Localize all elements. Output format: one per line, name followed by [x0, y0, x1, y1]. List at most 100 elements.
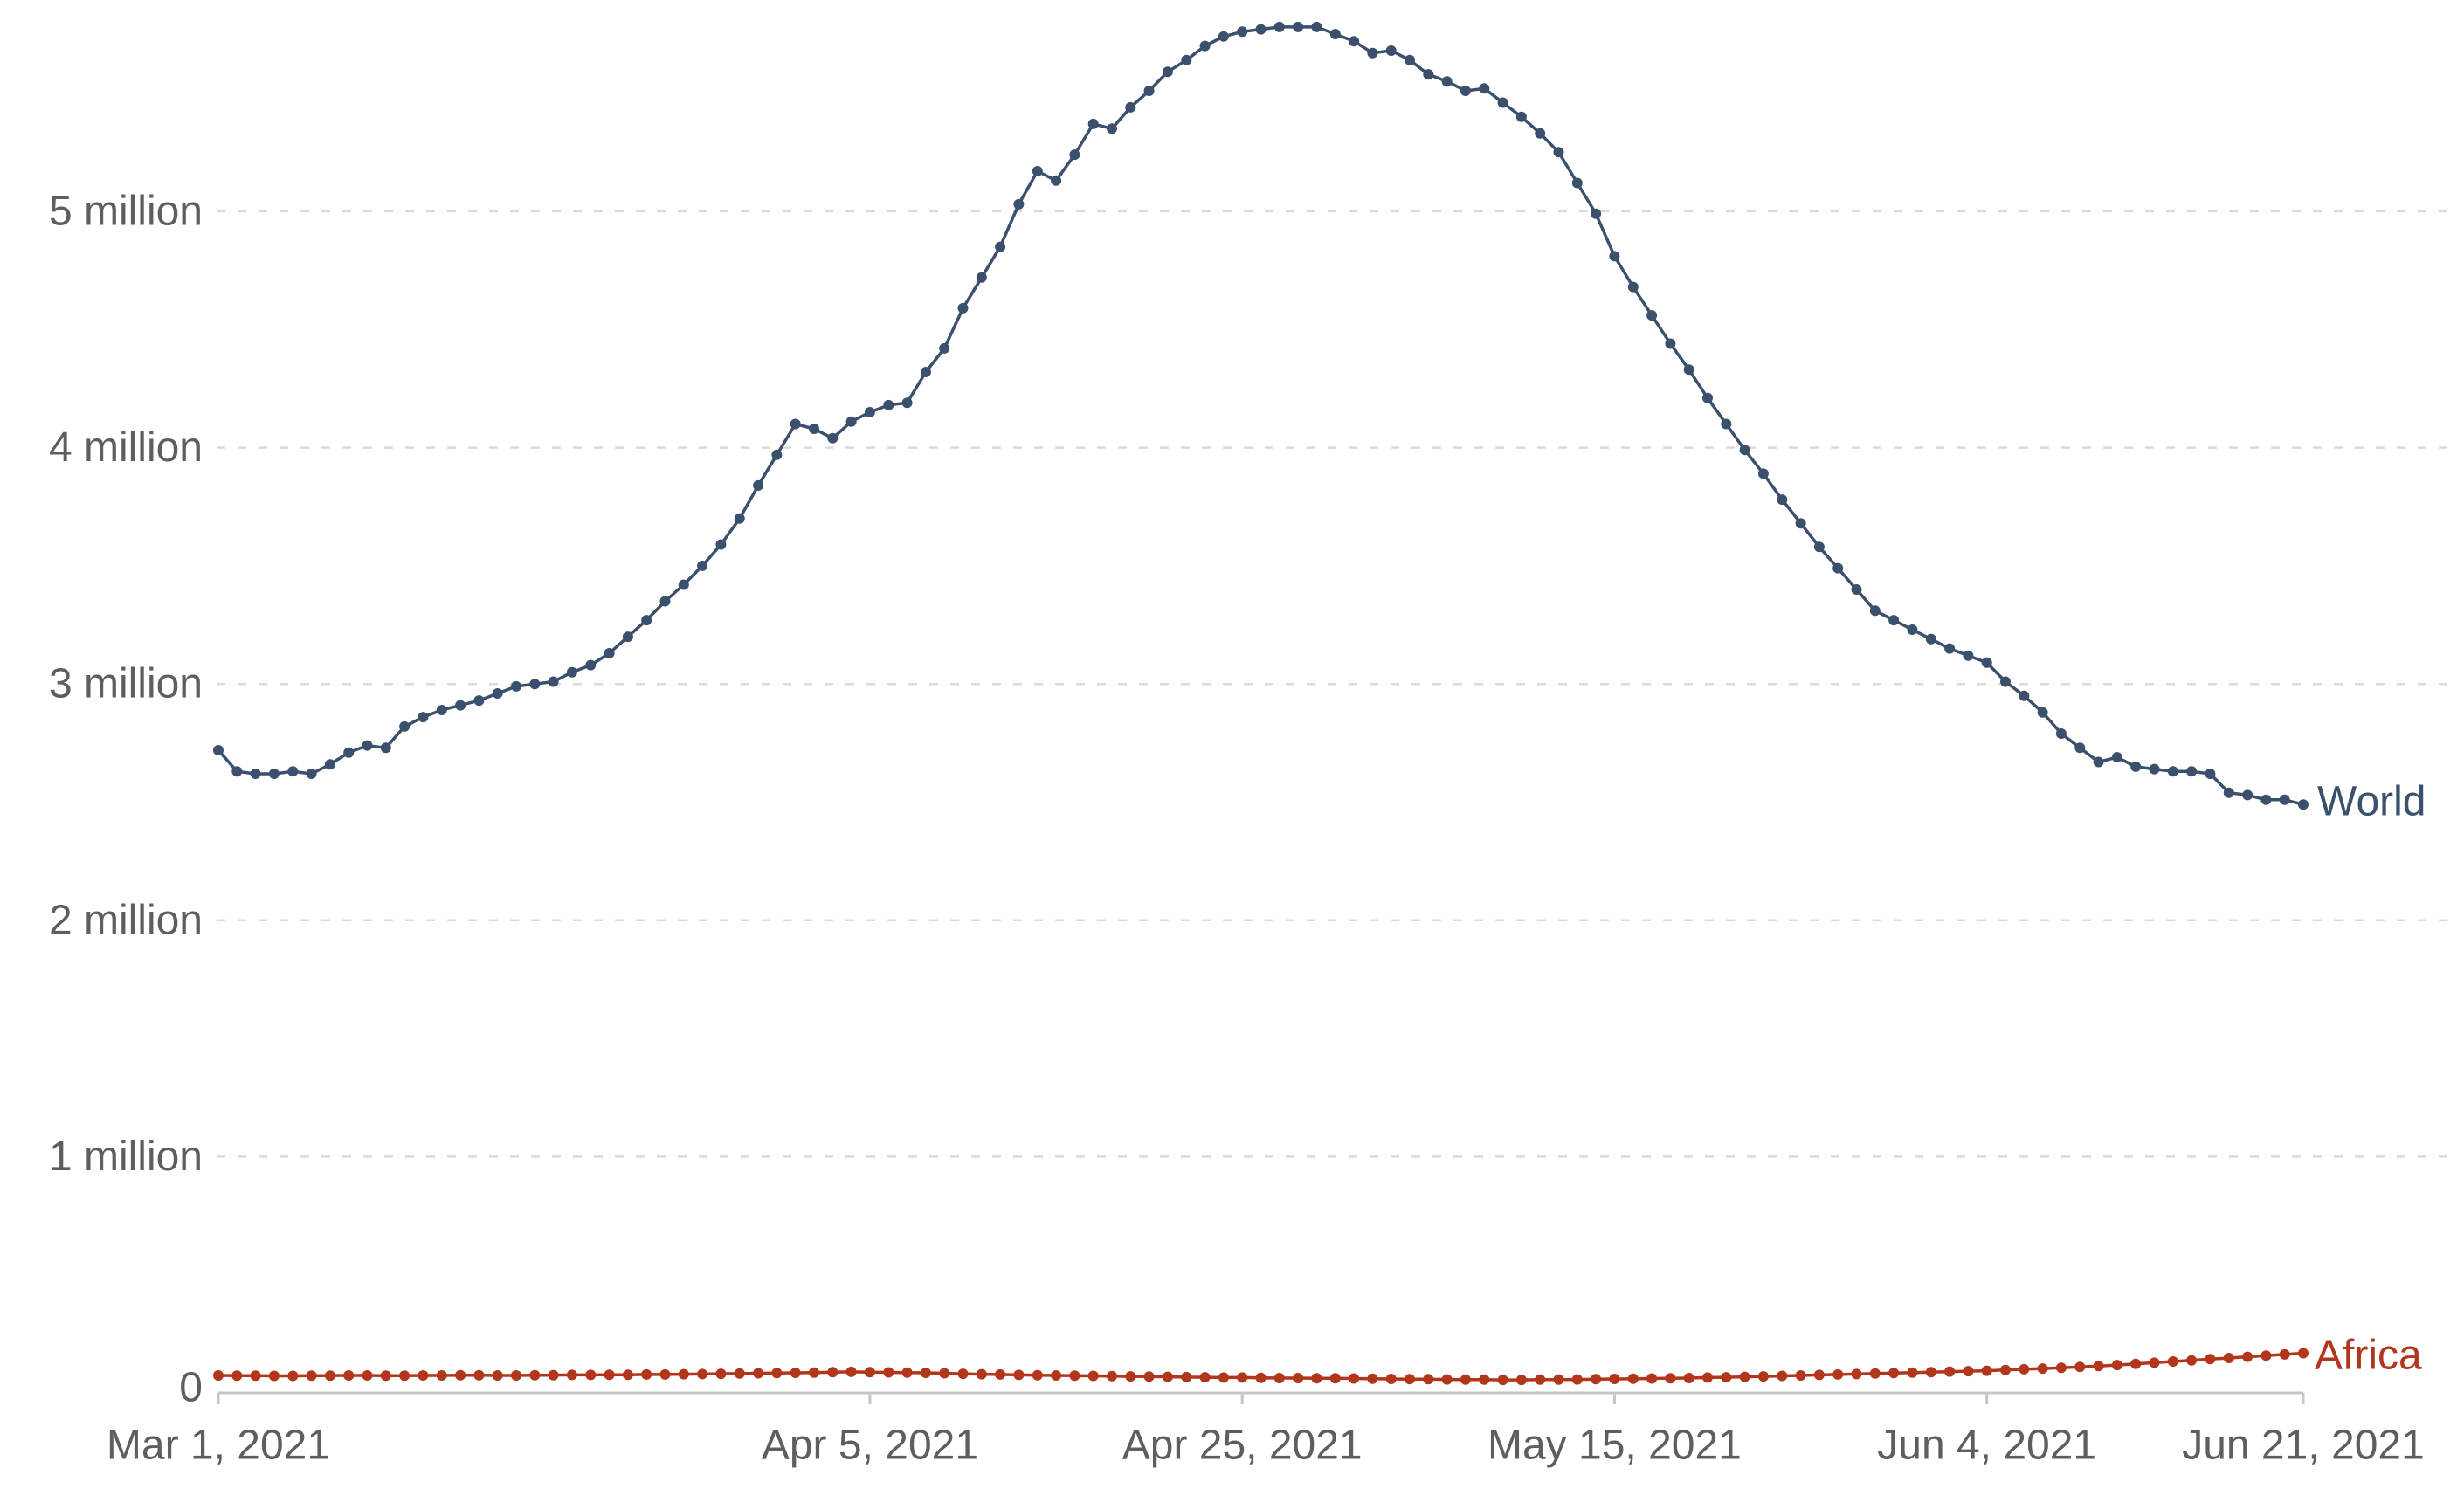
world-data-point [1515, 111, 1527, 122]
africa-data-point [995, 1368, 1006, 1380]
africa-data-point [1051, 1370, 1062, 1381]
africa-data-point [1888, 1368, 1900, 1379]
world-data-point [604, 648, 615, 658]
world-data-point [1162, 66, 1173, 78]
world-data-point [715, 539, 727, 550]
world-data-point [1851, 584, 1862, 595]
world-data-point [1087, 118, 1099, 129]
africa-data-point [287, 1370, 299, 1382]
world-data-point [287, 766, 299, 777]
africa-data-point [436, 1370, 447, 1381]
africa-data-point [2260, 1350, 2272, 1361]
world-data-point [1925, 633, 1936, 645]
world-data-point [1237, 26, 1248, 38]
africa-data-point [678, 1368, 689, 1380]
world-data-point [2019, 690, 2030, 701]
africa-data-point [343, 1370, 355, 1381]
africa-data-point [529, 1369, 541, 1381]
africa-data-point [399, 1370, 411, 1382]
africa-series-label: Africa [2315, 1333, 2422, 1379]
africa-data-point [659, 1368, 671, 1380]
world-data-point [2074, 742, 2086, 754]
world-data-point [1441, 76, 1453, 87]
africa-data-point [1255, 1372, 1267, 1383]
africa-data-point [1739, 1371, 1750, 1382]
world-data-point [566, 666, 577, 678]
world-data-point [1665, 338, 1676, 349]
world-data-point [734, 513, 745, 524]
world-data-point [1553, 147, 1564, 158]
africa-data-point [641, 1368, 652, 1380]
africa-data-point [1627, 1373, 1639, 1384]
world-data-point [2242, 789, 2253, 801]
africa-data-point [2093, 1361, 2104, 1372]
world-data-point [2223, 787, 2234, 798]
africa-data-point [1181, 1371, 1192, 1382]
world-data-point [1460, 86, 1471, 96]
africa-data-point [1963, 1366, 1974, 1377]
africa-data-point [1423, 1374, 1434, 1385]
x-tick-label: Apr 5, 2021 [762, 1423, 978, 1469]
world-data-point [845, 416, 857, 427]
world-data-point [976, 272, 987, 283]
world-data-point [1609, 251, 1620, 262]
africa-data-point [2074, 1361, 2086, 1373]
world-data-point [771, 449, 783, 460]
world-data-point [790, 418, 801, 430]
world-data-point [809, 424, 819, 434]
africa-data-point [1385, 1374, 1397, 1384]
africa-data-point [1237, 1372, 1248, 1383]
world-data-point [2130, 761, 2142, 772]
africa-data-point [604, 1369, 615, 1381]
world-data-point [864, 407, 875, 417]
world-data-point [1293, 21, 1304, 32]
africa-data-point [492, 1370, 503, 1381]
world-data-point [1181, 54, 1192, 65]
world-data-point [1069, 149, 1080, 161]
africa-data-point [2242, 1351, 2253, 1362]
world-data-point [1143, 86, 1155, 96]
africa-data-point [1721, 1372, 1732, 1383]
world-data-point [1739, 445, 1750, 456]
africa-data-point [939, 1368, 950, 1379]
world-data-point [678, 579, 689, 590]
world-data-point [268, 769, 280, 779]
africa-data-point [455, 1369, 466, 1381]
africa-data-point [1273, 1373, 1285, 1383]
world-data-point [1869, 605, 1881, 617]
world-data-point [1032, 166, 1043, 176]
africa-data-point [1349, 1373, 1360, 1384]
africa-data-point [1311, 1373, 1322, 1384]
africa-data-point [1032, 1369, 1043, 1381]
africa-data-point [1665, 1373, 1676, 1384]
series-layer [213, 21, 2309, 1386]
world-data-point [1832, 562, 1844, 574]
world-data-point [1888, 615, 1900, 626]
africa-data-point [1218, 1372, 1229, 1383]
x-tick-label: May 15, 2021 [1487, 1423, 1742, 1469]
africa-data-point [1813, 1369, 1825, 1381]
africa-data-point [809, 1367, 819, 1378]
world-data-point [1255, 24, 1267, 35]
y-tick-label-4-million: 4 million [49, 424, 203, 471]
africa-data-point [1535, 1374, 1546, 1385]
world-data-point [473, 695, 485, 707]
africa-data-point [845, 1366, 857, 1377]
africa-data-point [920, 1368, 931, 1378]
world-data-point [827, 432, 839, 444]
world-data-point [1367, 47, 1378, 59]
world-data-point [213, 745, 224, 755]
africa-data-point [2223, 1353, 2234, 1363]
africa-data-point [2298, 1348, 2309, 1359]
africa-data-point [2130, 1358, 2142, 1369]
world-data-point [2037, 707, 2048, 718]
africa-data-point [362, 1370, 373, 1381]
africa-data-point [864, 1367, 875, 1378]
africa-data-point [1162, 1371, 1173, 1382]
africa-data-point [1367, 1373, 1378, 1384]
y-tick-label-3-million: 3 million [49, 661, 203, 707]
world-data-point [1721, 418, 1732, 430]
world-series-label: World [2317, 779, 2426, 825]
